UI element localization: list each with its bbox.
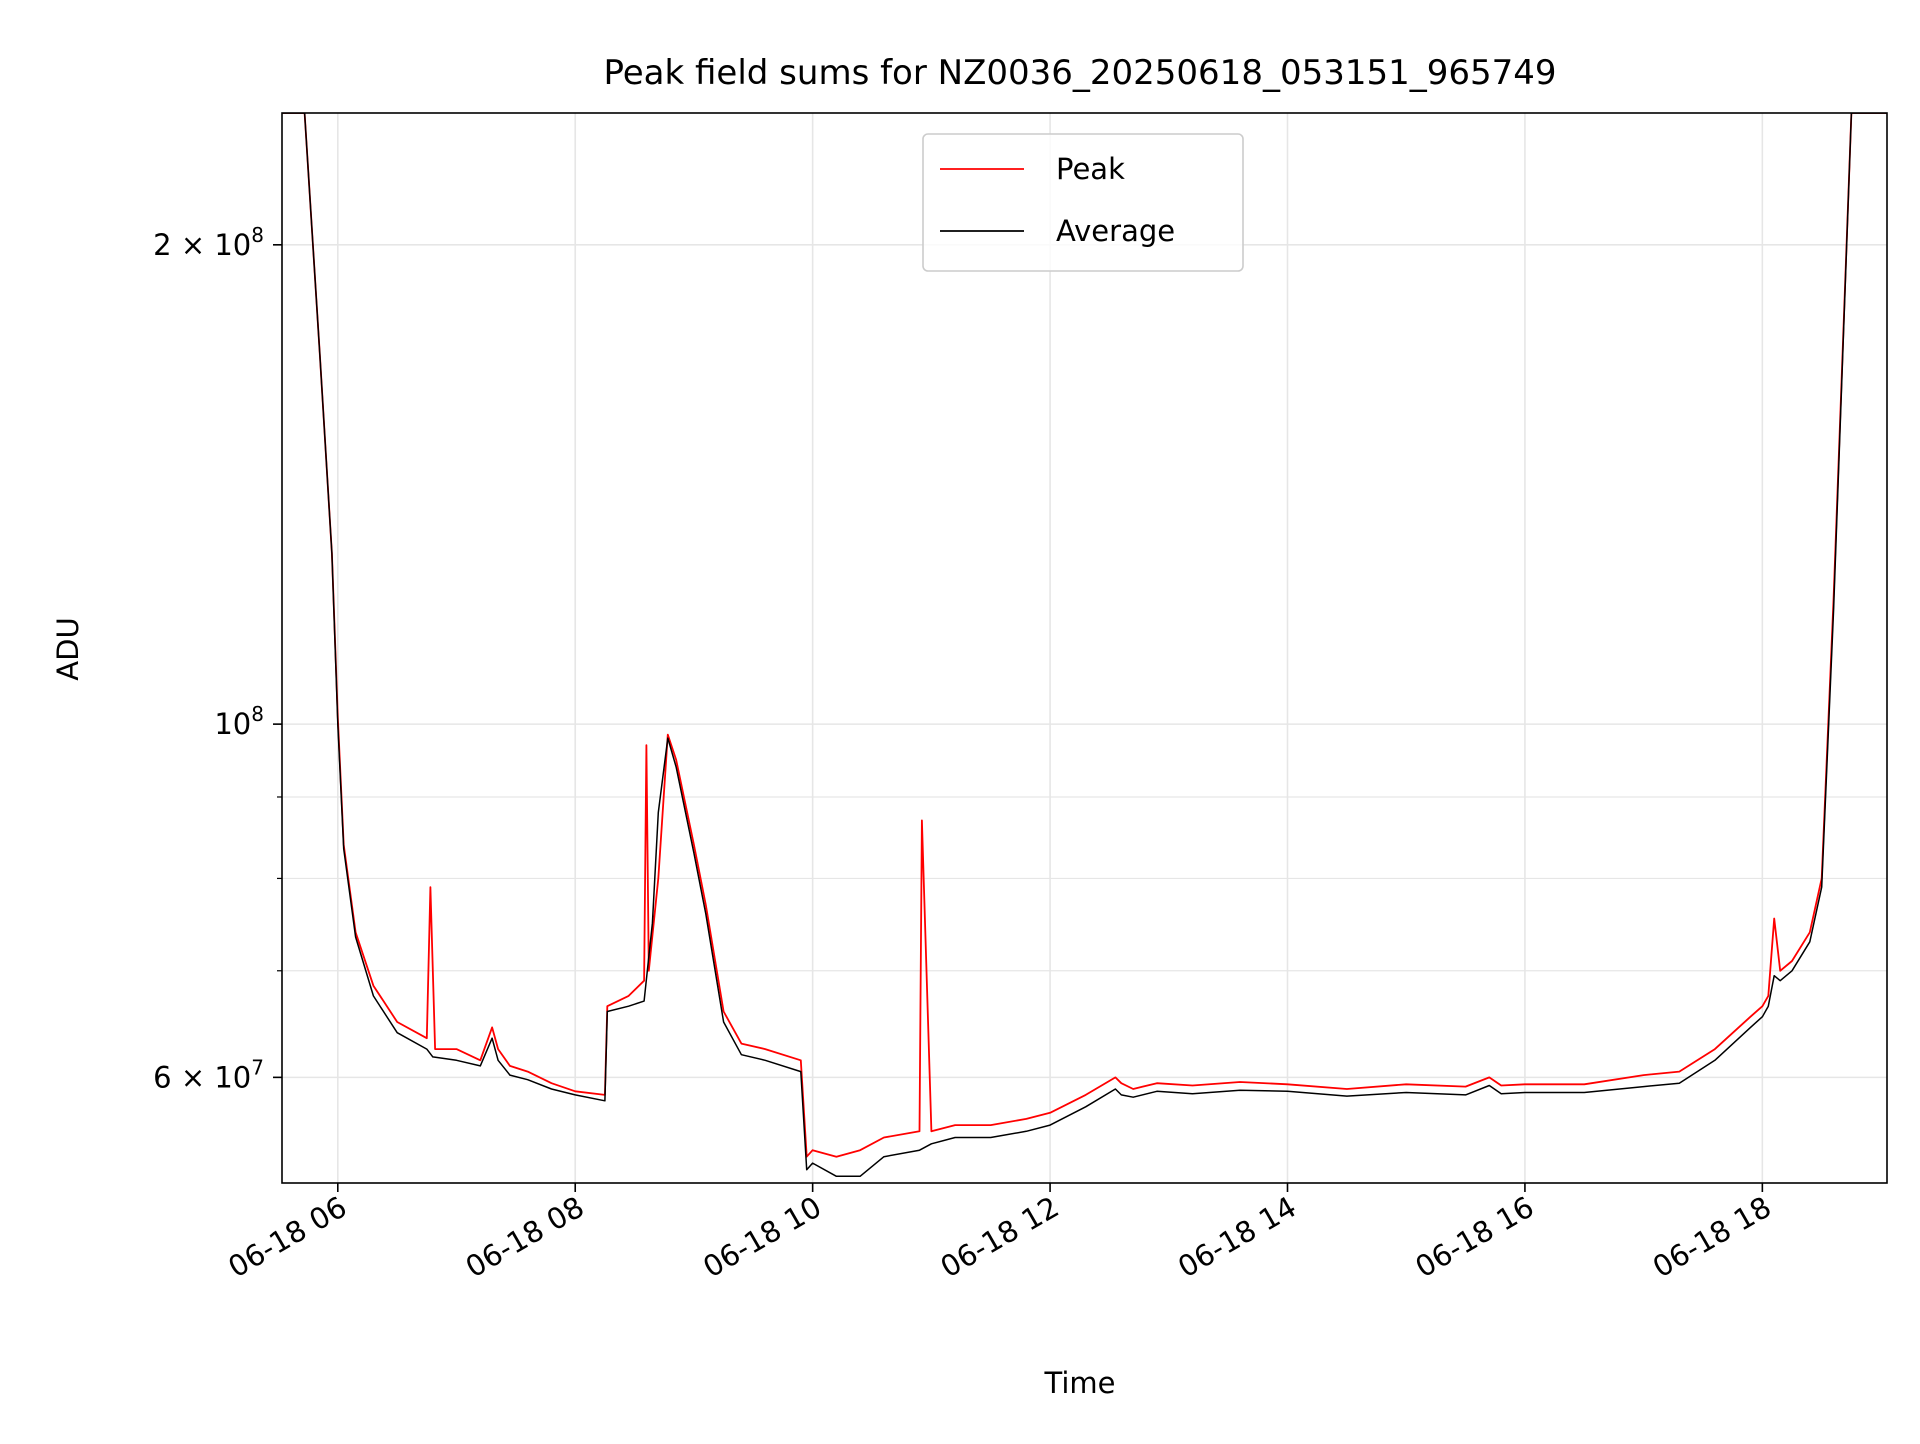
series-line-average <box>282 113 1887 1178</box>
y-axis-label: ADU <box>51 617 85 680</box>
x-tick-label: 06-18 18 <box>1647 1190 1777 1285</box>
chart-title: Peak field sums for NZ0036_20250618_0531… <box>603 53 1556 93</box>
x-axis-ticks: 06-18 06 06-18 08 06-18 10 06-18 12 06-18 14… <box>222 1183 1777 1285</box>
x-tick-label: 06-18 08 <box>460 1190 590 1285</box>
legend-label-peak: Peak <box>1056 152 1125 186</box>
series-lines <box>282 113 1887 1178</box>
x-tick-label: 06-18 10 <box>697 1190 827 1285</box>
series-line-peak <box>282 113 1887 1158</box>
y-axis-ticks: 6 × 107 108 2 × 108 <box>153 223 282 1094</box>
plot-area-frame <box>281 112 1888 1184</box>
grid-lines <box>282 113 1887 1183</box>
y-tick-label: 2 × 108 <box>153 223 264 262</box>
legend: Peak Average <box>922 133 1244 272</box>
x-tick-label: 06-18 16 <box>1410 1190 1540 1285</box>
x-axis-label: Time <box>1044 1366 1116 1400</box>
x-tick-label: 06-18 14 <box>1172 1190 1302 1285</box>
y-tick-label: 6 × 107 <box>153 1055 264 1094</box>
x-tick-label: 06-18 12 <box>935 1190 1065 1285</box>
x-tick-label: 06-18 06 <box>222 1190 352 1285</box>
y-tick-label: 108 <box>214 702 264 741</box>
legend-label-average: Average <box>1056 214 1175 248</box>
